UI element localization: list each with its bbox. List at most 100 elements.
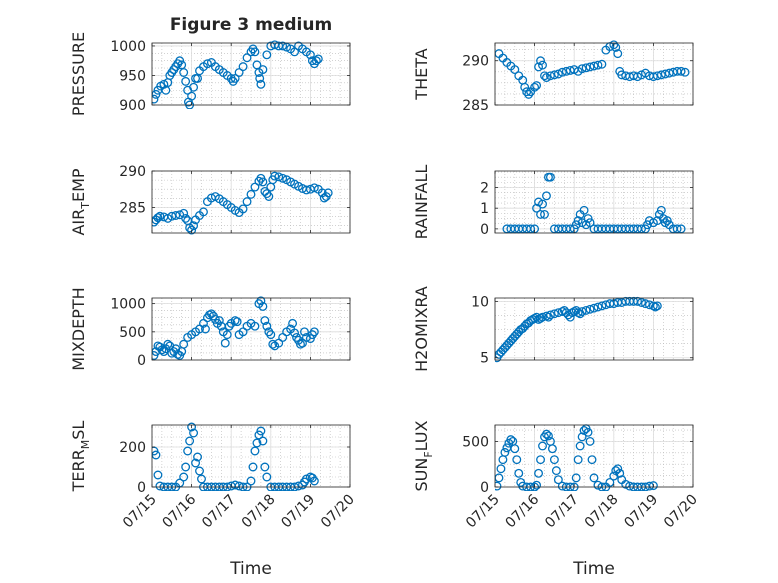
y-tick-label: 10 [471, 294, 489, 310]
data-point [502, 443, 512, 453]
data-point [157, 345, 167, 355]
x-tick-label: 07/15 [463, 492, 503, 532]
y-tick-label: 500 [462, 434, 489, 450]
x-axis-label-left: Time [229, 559, 272, 579]
x-tick-label: 07/20 [318, 492, 358, 532]
data-point [571, 220, 581, 230]
data-point [181, 462, 191, 472]
data-point [676, 66, 686, 76]
data-point [189, 428, 199, 438]
data-point [540, 71, 549, 81]
data-point [510, 444, 520, 454]
x-axis-label-right: Time [572, 559, 615, 579]
data-point [256, 296, 266, 306]
data-point [238, 204, 248, 214]
data-point [641, 299, 650, 309]
data-point [260, 462, 270, 472]
data-point [195, 466, 204, 476]
y-axis-label: THETA [412, 48, 431, 100]
data-point [193, 452, 202, 462]
data-point [183, 446, 193, 456]
data-point [587, 455, 597, 465]
data-point [609, 40, 619, 50]
data-point [290, 328, 300, 338]
data-point [583, 427, 593, 437]
axes-box [151, 170, 351, 234]
data-point [520, 82, 530, 92]
y-axis-label: H2OMIXRA [412, 286, 431, 372]
data-point [652, 301, 662, 311]
data-point [553, 475, 563, 485]
data-point [656, 70, 666, 80]
series-pressure [152, 40, 323, 109]
data-point [540, 209, 549, 219]
y-tick-label: 500 [119, 325, 146, 341]
y-tick-label: 200 [119, 440, 146, 456]
panel-terr_msl: 0 200 07/15 07/16 07/17 07/18 07/19 07/20 TERRMS… [69, 421, 358, 532]
data-point [611, 42, 621, 52]
panel-theta: 285 290 THETA [412, 40, 694, 114]
y-tick-label: 0 [480, 480, 489, 496]
x-tick-label: 07/18 [582, 492, 622, 532]
data-point [278, 173, 288, 183]
data-point [547, 444, 557, 454]
data-point [538, 60, 547, 70]
data-point [191, 458, 201, 468]
data-point [652, 71, 662, 81]
data-point [637, 298, 646, 307]
data-point [268, 339, 278, 349]
data-point [532, 312, 542, 322]
y-tick-label: 1 [480, 201, 489, 217]
y-tick-label: 1000 [110, 39, 146, 55]
axes-box [494, 424, 694, 488]
data-point [313, 54, 323, 64]
data-point [593, 302, 603, 312]
data-point [187, 225, 197, 235]
series-theta [495, 40, 690, 99]
data-point [311, 56, 321, 66]
data-point [242, 53, 252, 63]
data-point [577, 64, 587, 74]
data-point [597, 301, 607, 311]
data-point [258, 436, 268, 446]
data-point [551, 466, 561, 476]
data-point [187, 91, 197, 101]
y-tick-label: 290 [462, 54, 489, 70]
data-point [532, 203, 542, 213]
y-tick-label: 285 [462, 98, 489, 114]
data-point [201, 324, 210, 334]
data-point [248, 462, 258, 472]
data-point [153, 470, 163, 480]
data-point [181, 76, 191, 86]
data-point [662, 216, 672, 226]
data-point [522, 87, 532, 97]
x-tick-label: 07/17 [542, 492, 582, 532]
y-axis-label: RAINFALL [412, 165, 431, 240]
data-point [545, 172, 555, 182]
panel-h2omixra: 5 10 H2OMIXRA [412, 286, 694, 372]
data-point [274, 172, 284, 182]
data-point [250, 47, 260, 57]
data-point [189, 221, 199, 231]
y-axis-label: TERRMSL [69, 421, 92, 493]
data-point [230, 73, 240, 83]
data-point [179, 208, 189, 218]
data-point [589, 303, 599, 313]
panel-pressure: 900 950 1000 PRESSURE [69, 32, 351, 116]
axes-box [151, 424, 351, 488]
data-point [615, 468, 625, 478]
data-point [498, 455, 508, 465]
figure-title: Figure 3 medium [170, 15, 332, 35]
data-point [250, 182, 260, 192]
data-point [585, 218, 595, 228]
data-point [153, 213, 163, 223]
data-point [545, 71, 555, 81]
data-point [506, 435, 516, 445]
y-tick-label: 950 [119, 68, 146, 84]
data-point [309, 183, 319, 193]
data-point [648, 72, 658, 82]
data-point [294, 481, 303, 491]
data-point [495, 473, 504, 483]
data-point [262, 321, 272, 331]
